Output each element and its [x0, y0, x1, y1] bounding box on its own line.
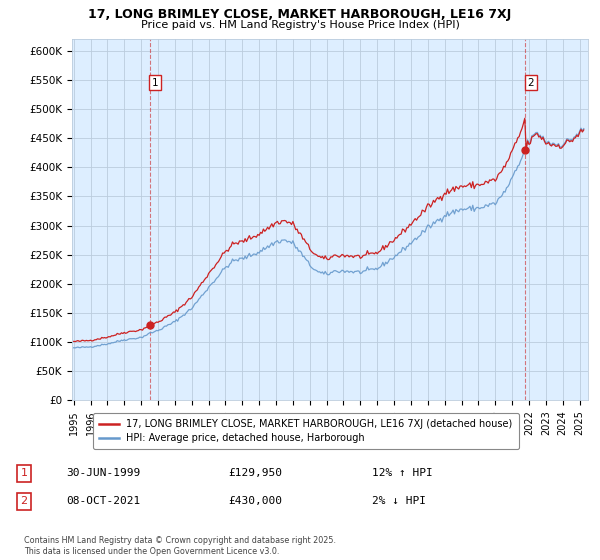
Text: 30-JUN-1999: 30-JUN-1999 [66, 468, 140, 478]
Text: 08-OCT-2021: 08-OCT-2021 [66, 496, 140, 506]
Text: 2: 2 [527, 77, 534, 87]
Text: 17, LONG BRIMLEY CLOSE, MARKET HARBOROUGH, LE16 7XJ: 17, LONG BRIMLEY CLOSE, MARKET HARBOROUG… [88, 8, 512, 21]
Text: 2% ↓ HPI: 2% ↓ HPI [372, 496, 426, 506]
Legend: 17, LONG BRIMLEY CLOSE, MARKET HARBOROUGH, LE16 7XJ (detached house), HPI: Avera: 17, LONG BRIMLEY CLOSE, MARKET HARBOROUG… [94, 413, 518, 449]
Text: £430,000: £430,000 [228, 496, 282, 506]
Text: £129,950: £129,950 [228, 468, 282, 478]
Text: 2: 2 [20, 496, 28, 506]
Text: Price paid vs. HM Land Registry's House Price Index (HPI): Price paid vs. HM Land Registry's House … [140, 20, 460, 30]
Text: 1: 1 [20, 468, 28, 478]
Text: 1: 1 [152, 77, 159, 87]
Text: 12% ↑ HPI: 12% ↑ HPI [372, 468, 433, 478]
Text: Contains HM Land Registry data © Crown copyright and database right 2025.
This d: Contains HM Land Registry data © Crown c… [24, 536, 336, 556]
